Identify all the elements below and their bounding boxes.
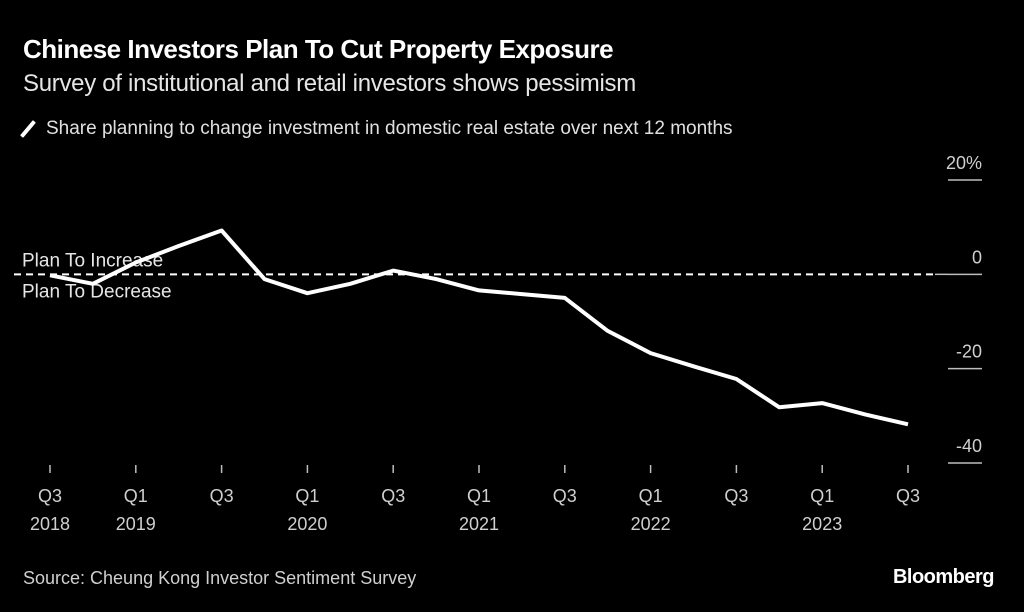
x-tick-year-label: 2023 bbox=[802, 514, 842, 534]
source-note: Source: Cheung Kong Investor Sentiment S… bbox=[23, 568, 417, 588]
x-tick-label: Q3 bbox=[724, 486, 748, 506]
x-tick-label: Q3 bbox=[381, 486, 405, 506]
x-tick-year-label: 2018 bbox=[30, 514, 70, 534]
x-tick-year-label: 2022 bbox=[631, 514, 671, 534]
legend-label: Share planning to change investment in d… bbox=[46, 118, 733, 139]
x-axis: Q3 2018 Q1 2019 Q3 Q1 2020 Q3 Q1 2021 Q3 Q1 2022 Q3 Q1… bbox=[30, 465, 920, 534]
chart-title: Chinese Investors Plan To Cut Property E… bbox=[23, 34, 614, 64]
y-tick-label: -40 bbox=[956, 436, 982, 456]
x-tick-label: Q1 bbox=[124, 486, 148, 506]
plan-to-decrease-label: Plan To Decrease bbox=[22, 281, 172, 302]
y-tick-label: 20% bbox=[946, 153, 982, 173]
bloomberg-logo: Bloomberg bbox=[892, 566, 995, 588]
x-tick-label: Q3 bbox=[210, 486, 234, 506]
chart-subtitle: Survey of institutional and retail inves… bbox=[23, 70, 636, 97]
y-axis: 20% 0 -20 -40 bbox=[935, 153, 982, 464]
x-tick-year-label: 2019 bbox=[116, 514, 156, 534]
x-tick-year-label: 2021 bbox=[459, 514, 499, 534]
x-tick-label: Q1 bbox=[639, 486, 663, 506]
legend: Share planning to change investment in d… bbox=[12, 118, 733, 140]
x-tick-label: Q3 bbox=[38, 486, 62, 506]
x-tick-label: Q1 bbox=[295, 486, 319, 506]
y-tick-label: -20 bbox=[956, 342, 982, 362]
x-tick-label: Q1 bbox=[467, 486, 491, 506]
y-tick-label: 0 bbox=[972, 247, 982, 267]
x-tick-label: Q3 bbox=[553, 486, 577, 506]
x-tick-label: Q3 bbox=[896, 486, 920, 506]
x-tick-label: Q1 bbox=[810, 486, 834, 506]
series-line bbox=[49, 228, 909, 427]
x-tick-year-label: 2020 bbox=[287, 514, 327, 534]
